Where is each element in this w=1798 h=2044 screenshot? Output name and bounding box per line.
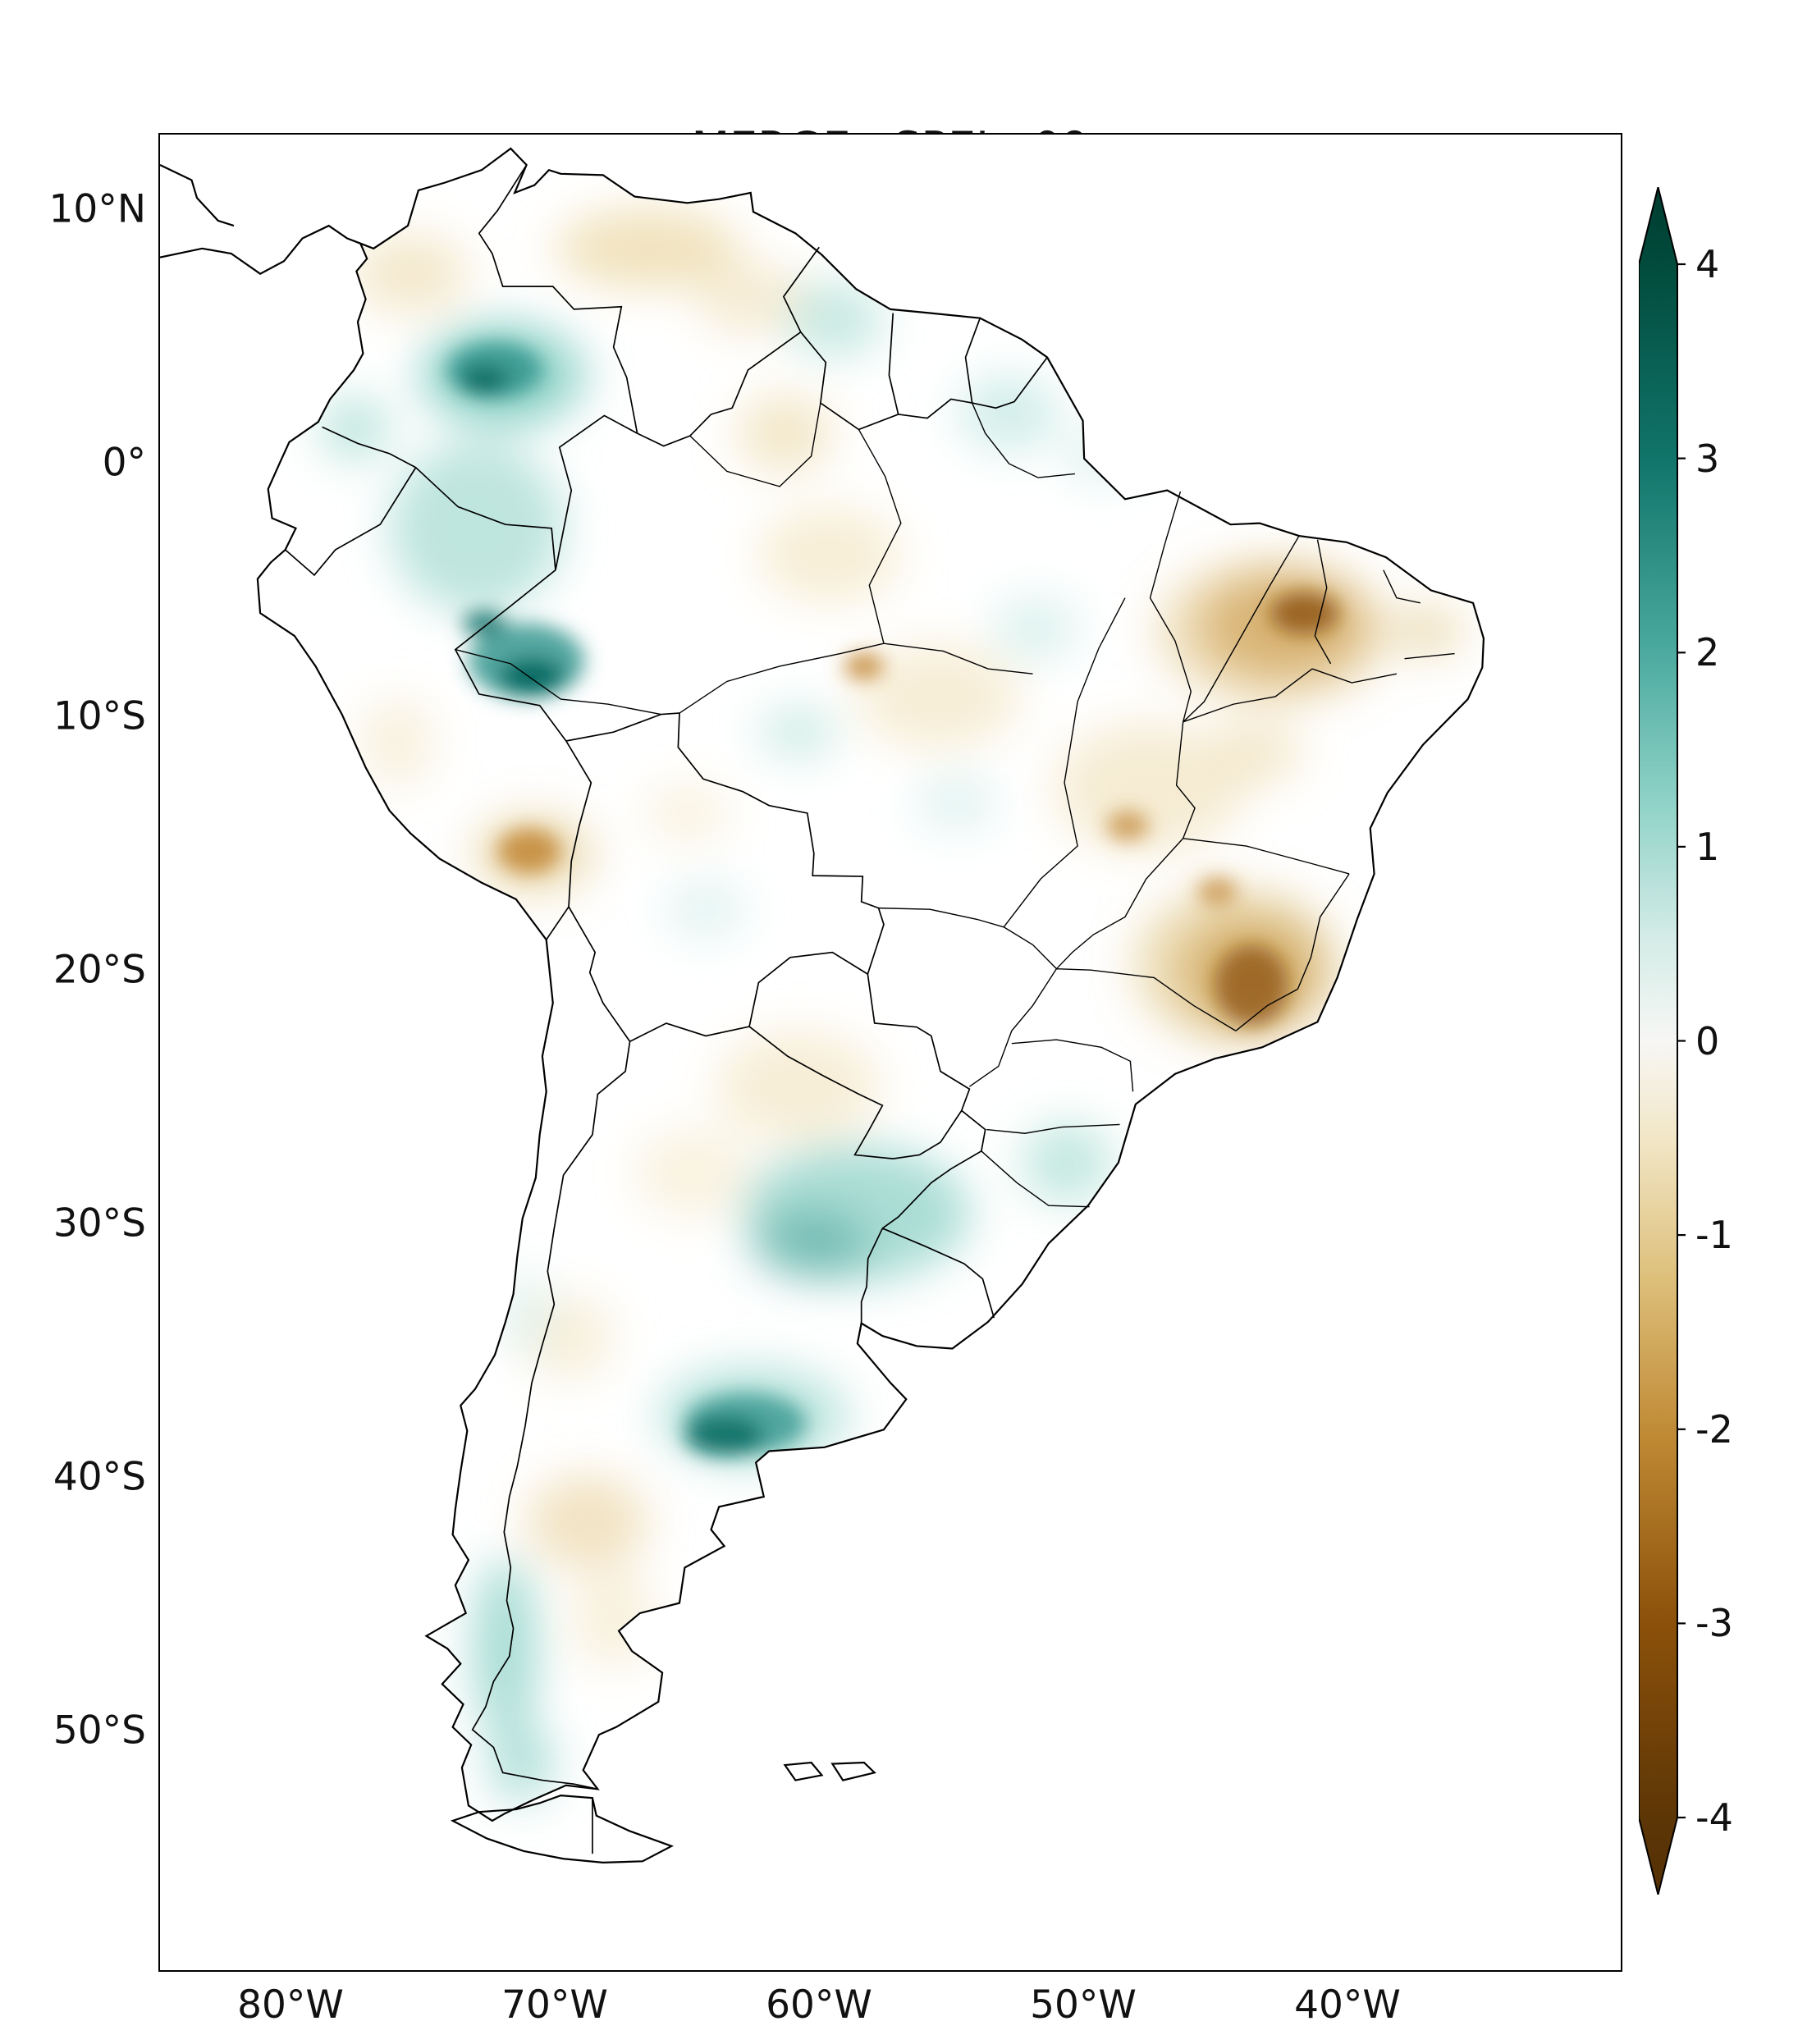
lat-tick-label: 50°S bbox=[53, 1708, 146, 1754]
colorbar-tick-label: -4 bbox=[1695, 1795, 1733, 1840]
lat-tick-label: 0° bbox=[102, 440, 146, 486]
lat-tick-label: 10°S bbox=[53, 693, 146, 739]
anomaly-color-field bbox=[320, 208, 1463, 1804]
lon-tick-label: 50°W bbox=[1030, 1982, 1137, 2028]
lon-tick-label: 40°W bbox=[1294, 1982, 1401, 2028]
colorbar-tick-label: -1 bbox=[1695, 1213, 1733, 1257]
colorbar-bar bbox=[1638, 186, 1678, 1895]
central-america-coast-fragment bbox=[160, 165, 234, 226]
anomaly-blobs-soft bbox=[320, 208, 1463, 1804]
colorbar-tick-label: 4 bbox=[1695, 242, 1720, 286]
panama-isthmus-outline bbox=[160, 226, 360, 274]
colorbar-graphic bbox=[1638, 186, 1686, 1895]
map-axes-frame: INPE bbox=[158, 133, 1622, 1972]
lon-tick-label: 80°W bbox=[237, 1982, 344, 2028]
lat-tick-label: 30°S bbox=[53, 1200, 146, 1246]
colorbar-tick-label: -2 bbox=[1695, 1407, 1733, 1452]
lon-tick-label: 70°W bbox=[501, 1982, 608, 2028]
lon-tick-label: 60°W bbox=[766, 1982, 872, 2028]
south-america-map bbox=[160, 135, 1621, 1970]
anomaly-blobs-cores bbox=[447, 342, 1339, 1456]
colorbar-tick-marks bbox=[1677, 263, 1686, 1819]
coastline bbox=[160, 149, 1484, 1863]
lat-tick-label: 10°N bbox=[48, 186, 146, 232]
tierra-del-fuego-outline bbox=[453, 1795, 672, 1863]
colorbar-tick-label: 1 bbox=[1695, 825, 1720, 869]
lat-tick-label: 40°S bbox=[53, 1454, 146, 1500]
colorbar-tick-label: -3 bbox=[1695, 1601, 1733, 1645]
falkland-islands-outline bbox=[785, 1763, 874, 1781]
colorbar-tick-label: 0 bbox=[1695, 1019, 1720, 1063]
colorbar-tick-label: 2 bbox=[1695, 630, 1720, 674]
colorbar bbox=[1638, 186, 1690, 1895]
colorbar-tick-label: 3 bbox=[1695, 437, 1720, 481]
state-borders bbox=[455, 403, 1455, 1207]
lat-tick-label: 20°S bbox=[53, 947, 146, 993]
country-borders bbox=[286, 165, 1048, 1854]
